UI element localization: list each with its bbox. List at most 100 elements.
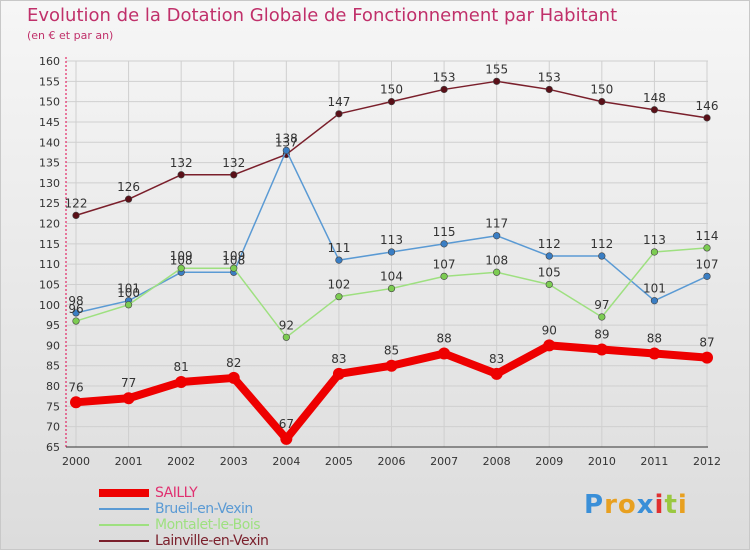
chart-title: Evolution de la Dotation Globale de Fonc… <box>27 5 618 26</box>
data-label: 92 <box>279 318 294 332</box>
data-label: 100 <box>117 286 140 300</box>
data-point <box>493 77 501 85</box>
x-tick-label: 2010 <box>588 455 616 468</box>
legend-label-brueil: Brueil-en-Vexin <box>155 501 253 517</box>
data-label: 108 <box>222 253 245 267</box>
data-point <box>177 264 185 272</box>
y-tick-label: 115 <box>39 238 60 251</box>
data-point <box>493 232 501 240</box>
data-point <box>175 375 188 388</box>
data-label: 81 <box>174 360 189 374</box>
legend-swatch-lainville <box>99 540 149 542</box>
y-tick-label: 95 <box>46 319 60 332</box>
x-tick-label: 2000 <box>62 455 90 468</box>
data-point <box>230 171 238 179</box>
chart-subtitle: (en € et par an) <box>27 29 114 42</box>
data-label: 67 <box>279 417 294 431</box>
data-label: 153 <box>538 70 561 84</box>
data-point <box>598 98 606 106</box>
legend-label-montalet: Montalet-le-Bois <box>155 517 261 533</box>
y-tick-label: 120 <box>39 218 60 231</box>
data-label: 83 <box>331 352 346 366</box>
data-point <box>122 392 135 405</box>
data-label: 126 <box>117 180 140 194</box>
data-point <box>598 313 606 321</box>
data-label: 109 <box>170 249 193 263</box>
y-tick-label: 125 <box>39 197 60 210</box>
data-label: 117 <box>485 217 508 231</box>
data-label: 98 <box>68 294 83 308</box>
data-label: 132 <box>170 156 193 170</box>
data-point <box>72 309 80 317</box>
data-point <box>545 85 553 94</box>
data-label: 155 <box>485 62 508 76</box>
data-label: 112 <box>538 237 561 251</box>
data-point <box>703 114 711 122</box>
data-label: 107 <box>433 257 456 271</box>
data-point <box>124 195 133 203</box>
data-label: 88 <box>647 332 662 346</box>
data-label: 112 <box>590 237 613 251</box>
data-label: 153 <box>433 70 456 84</box>
data-label: 147 <box>327 95 350 109</box>
data-point <box>703 272 711 280</box>
logo-letter: i <box>654 490 665 520</box>
data-point <box>177 171 185 179</box>
data-label: 101 <box>643 282 666 296</box>
data-label: 101 <box>117 282 140 296</box>
data-label: 108 <box>485 253 508 267</box>
data-label: 113 <box>380 233 403 247</box>
data-label: 108 <box>170 253 193 267</box>
logo-letter: i <box>677 490 688 520</box>
data-label: 83 <box>489 352 504 366</box>
data-label: 115 <box>433 225 456 239</box>
data-point <box>701 351 713 364</box>
data-point <box>545 252 553 260</box>
x-tick-label: 2007 <box>430 455 458 468</box>
data-label: 107 <box>696 257 719 271</box>
data-point <box>650 248 659 256</box>
legend: SAILLY Brueil-en-Vexin Montalet-le-Bois … <box>99 485 359 549</box>
data-label: 102 <box>327 278 350 292</box>
data-point <box>490 367 503 380</box>
data-point <box>335 293 343 301</box>
data-label: 148 <box>643 91 666 105</box>
data-point <box>387 248 396 256</box>
data-point <box>650 297 659 305</box>
data-point <box>598 252 606 260</box>
data-point <box>387 98 396 106</box>
data-label: 113 <box>643 233 666 247</box>
data-point <box>440 240 448 248</box>
data-label: 90 <box>542 323 557 337</box>
legend-swatch-brueil <box>99 508 149 510</box>
data-label: 150 <box>380 83 403 97</box>
data-label: 109 <box>222 249 245 263</box>
data-point <box>227 371 240 384</box>
data-label: 138 <box>275 131 298 145</box>
logo-letter: t <box>664 490 678 520</box>
y-tick-label: 140 <box>39 136 60 149</box>
data-label: 89 <box>594 327 609 341</box>
data-label: 137 <box>275 135 298 149</box>
data-point <box>124 301 133 309</box>
x-tick-label: 2006 <box>378 455 406 468</box>
y-tick-label: 110 <box>39 258 60 271</box>
data-label: 88 <box>436 332 451 346</box>
x-tick-label: 2008 <box>483 455 511 468</box>
data-label: 82 <box>226 356 241 370</box>
y-tick-label: 160 <box>39 55 60 68</box>
legend-swatch-montalet <box>99 524 149 526</box>
x-tick-label: 2001 <box>115 455 143 468</box>
y-tick-label: 155 <box>39 75 60 88</box>
y-tick-label: 75 <box>46 400 60 413</box>
legend-item-brueil: Brueil-en-Vexin <box>99 501 359 517</box>
x-tick-label: 2009 <box>535 455 563 468</box>
data-label: 77 <box>121 376 136 390</box>
data-point <box>595 343 608 356</box>
data-point <box>648 347 661 360</box>
x-tick-label: 2004 <box>272 455 300 468</box>
legend-swatch-sailly <box>99 489 149 497</box>
data-label: 114 <box>696 229 719 243</box>
data-label: 85 <box>384 344 399 358</box>
